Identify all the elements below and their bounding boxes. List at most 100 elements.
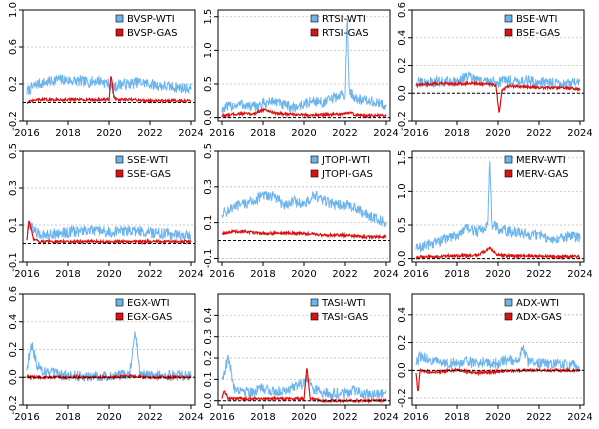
series-line (415, 161, 581, 253)
y-tick-label: 0.1 (8, 217, 19, 233)
y-tick-label: 1.0 (203, 42, 214, 58)
x-tick-label: 2020 (291, 412, 316, 423)
panel-7: -0.2 0.0 0.2 0.4 0.6 2016 2018 2020 2022 2024 EGX-… (8, 286, 204, 423)
legend-swatch (504, 312, 513, 321)
y-tick-label: 0.0 (203, 393, 214, 409)
legend-label: RTSI-WTI (322, 14, 366, 25)
plot-frame (217, 150, 391, 263)
y-tick-label: 0.2 (8, 76, 19, 92)
series-line (221, 228, 387, 241)
legend-swatch (504, 169, 513, 178)
series-line (415, 71, 581, 90)
x-tick-label: 2020 (485, 269, 510, 280)
plot-frame (217, 293, 391, 406)
plot-frame (411, 150, 585, 263)
x-tick-label: 2018 (444, 128, 469, 139)
y-tick-label: 0.3 (8, 180, 19, 196)
y-tick-label: 0.0 (397, 251, 408, 267)
series-line (26, 331, 192, 382)
x-tick-label: 2020 (291, 269, 316, 280)
x-tick-label: 2022 (137, 412, 162, 423)
x-tick-label: 2022 (526, 128, 551, 139)
x-tick-label: 2016 (403, 128, 428, 139)
legend-swatch (504, 14, 513, 23)
legend-label: MERV-GAS (516, 169, 569, 180)
series-line (221, 355, 387, 401)
x-tick-label: 2018 (55, 412, 80, 423)
y-tick-label: 0.6 (8, 286, 19, 302)
x-tick-label: 2024 (373, 412, 398, 423)
x-tick-label: 2022 (332, 128, 357, 139)
y-tick-label: 1.5 (397, 150, 408, 166)
y-tick-label: 0.6 (8, 39, 19, 55)
panel-5: -0.1 0.1 0.3 0.5 2016 2018 2020 2022 2024 JTOPI-W… (203, 143, 399, 280)
x-tick-label: 2024 (567, 128, 592, 139)
y-tick-label: -0.1 (203, 249, 214, 269)
y-tick-label: 0.2 (397, 335, 408, 351)
legend-swatch (310, 298, 319, 307)
x-tick-label: 2024 (373, 269, 398, 280)
x-tick-label: 2024 (178, 412, 203, 423)
legend-swatch (310, 169, 319, 178)
legend-label: EGX-WTI (127, 298, 170, 309)
legend-label: MERV-WTI (516, 155, 566, 166)
x-tick-label: 2016 (403, 412, 428, 423)
y-tick-label: 0.4 (203, 307, 214, 323)
y-tick-label: 0.0 (397, 362, 408, 378)
y-tick-label: 0.4 (8, 314, 19, 330)
legend-label: JTOPI-WTI (321, 155, 370, 166)
panel-3: -0.2 0.0 0.2 0.4 0.6 2016 2018 2020 2022 2024 BSE-… (397, 2, 593, 139)
y-tick-label: 0.5 (203, 143, 214, 159)
plot-frame (22, 9, 196, 122)
legend-label: TASI-WTI (321, 298, 366, 309)
series-line (221, 190, 387, 228)
y-tick-label: 0.2 (203, 350, 214, 366)
legend-swatch (310, 28, 319, 37)
x-tick-label: 2020 (485, 128, 510, 139)
x-tick-label: 2022 (137, 269, 162, 280)
x-tick-label: 2022 (526, 412, 551, 423)
x-tick-label: 2018 (250, 269, 275, 280)
series-line (26, 222, 192, 242)
panel-1: -0.2 0.2 0.6 1.0 2016 2018 2020 2022 2024 BVSP-WT… (8, 2, 204, 139)
y-tick-label: 0.5 (8, 143, 19, 159)
x-tick-label: 2016 (209, 269, 234, 280)
plot-frame (411, 293, 585, 406)
legend-swatch (115, 28, 124, 37)
series-line (415, 245, 580, 261)
y-tick-label: 0.2 (8, 342, 19, 358)
series-line (26, 220, 192, 246)
panel-6: 0.0 0.5 1.0 1.5 2016 2018 2020 2022 2024 MERV-WTI… (397, 150, 593, 280)
x-tick-label: 2020 (291, 128, 316, 139)
y-tick-label: 0.0 (203, 110, 214, 126)
y-tick-label: 0.1 (203, 371, 214, 387)
y-tick-label: -0.1 (8, 252, 19, 272)
legend-swatch (310, 312, 319, 321)
y-tick-label: 1.0 (8, 2, 19, 18)
y-tick-label: 0.0 (8, 369, 19, 385)
x-tick-label: 2016 (209, 128, 234, 139)
x-tick-label: 2018 (55, 128, 80, 139)
legend-label: BVSP-WTI (127, 14, 175, 25)
legend-label: ADX-GAS (516, 312, 562, 323)
legend-swatch (504, 155, 513, 164)
x-tick-label: 2024 (373, 128, 398, 139)
y-tick-label: 0.1 (203, 215, 214, 231)
series-line (415, 345, 581, 372)
plot-frame (22, 150, 196, 263)
x-tick-label: 2016 (14, 412, 39, 423)
legend-label: BVSP-GAS (127, 28, 177, 39)
x-tick-label: 2022 (332, 269, 357, 280)
y-tick-label: 0.0 (397, 85, 408, 101)
legend-swatch (115, 298, 124, 307)
x-tick-label: 2020 (96, 412, 121, 423)
legend-swatch (504, 28, 513, 37)
legend-label: BSE-WTI (516, 14, 558, 25)
x-tick-label: 2024 (567, 412, 592, 423)
legend-label: EGX-GAS (127, 312, 172, 323)
y-tick-label: -0.2 (8, 111, 19, 131)
y-tick-label: 0.3 (203, 329, 214, 345)
panel-8: 0.0 0.1 0.2 0.3 0.4 2016 2018 2020 2022 2024 TASI-… (203, 293, 399, 423)
x-tick-label: 2018 (444, 269, 469, 280)
